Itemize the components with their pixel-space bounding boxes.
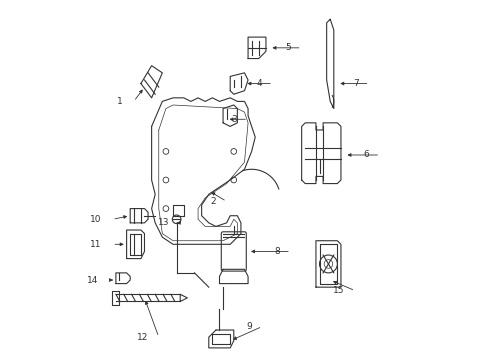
Text: 3: 3 <box>231 115 237 124</box>
Text: 13: 13 <box>158 219 169 228</box>
Text: 2: 2 <box>210 197 216 206</box>
Text: 6: 6 <box>363 150 369 159</box>
Text: 10: 10 <box>90 215 102 224</box>
Text: 12: 12 <box>136 333 148 342</box>
Text: 14: 14 <box>86 275 98 284</box>
Text: 1: 1 <box>117 97 123 106</box>
Text: 9: 9 <box>245 322 251 331</box>
Text: 5: 5 <box>285 43 290 52</box>
Text: 15: 15 <box>332 286 344 295</box>
Text: 7: 7 <box>352 79 358 88</box>
Text: 4: 4 <box>256 79 262 88</box>
Text: 11: 11 <box>90 240 102 249</box>
Text: 8: 8 <box>274 247 280 256</box>
